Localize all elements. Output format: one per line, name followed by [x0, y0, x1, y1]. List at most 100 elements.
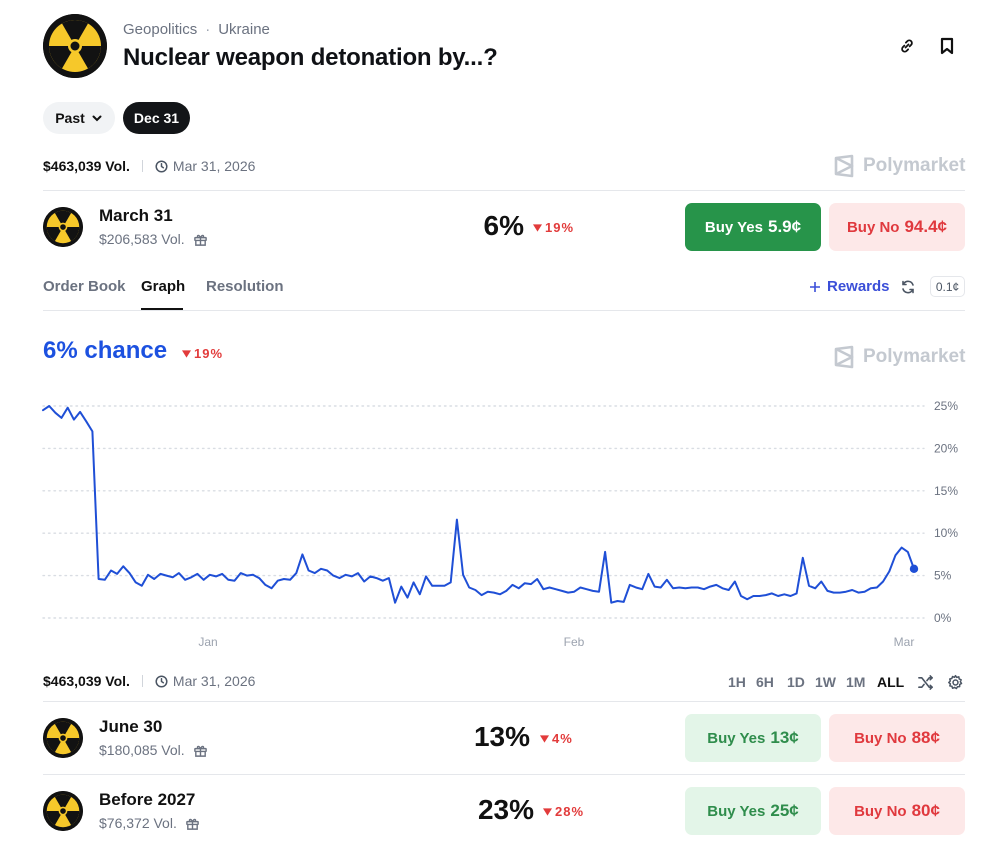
gift-icon[interactable] — [185, 816, 200, 831]
market-volume: $180,085 Vol. — [99, 742, 208, 758]
y-tick-label: 25% — [934, 399, 958, 413]
latest-point — [909, 564, 919, 574]
tab-resolution[interactable]: Resolution — [206, 278, 284, 295]
market-volume: $206,583 Vol. — [99, 231, 208, 247]
market-name[interactable]: Before 2027 — [99, 790, 196, 809]
divider — [43, 190, 965, 191]
page-title: Nuclear weapon detonation by...? — [123, 44, 498, 71]
percent-change-text: 19% — [545, 220, 575, 235]
percent-change-text: 4% — [552, 731, 573, 746]
buy-yes-price: 25¢ — [770, 801, 799, 820]
rewards-button[interactable]: Rewards — [809, 278, 890, 295]
chevron-down-icon — [92, 115, 102, 122]
date-pill-selected[interactable]: Dec 31 — [123, 102, 190, 134]
market-percent: 6% — [483, 210, 524, 241]
meta-divider — [141, 675, 143, 687]
y-tick-label: 20% — [934, 441, 958, 455]
buy-no-price: 80¢ — [911, 801, 940, 820]
market-name[interactable]: March 31 — [99, 206, 173, 225]
past-label: Past — [55, 110, 85, 126]
down-triangle-icon — [540, 734, 549, 743]
market-summary-bottom: $463,039 Vol. Mar 31, 2026 — [43, 673, 255, 689]
settings-gear-icon[interactable] — [947, 674, 964, 696]
buy-yes-button[interactable]: Buy Yes 13¢ — [685, 714, 821, 762]
divider — [43, 774, 965, 775]
bookmark-icon[interactable] — [935, 34, 959, 58]
market-percent: 13% — [473, 721, 530, 752]
tick-size-selector[interactable]: 0.1¢ — [930, 276, 965, 297]
gift-icon[interactable] — [193, 743, 208, 758]
breadcrumb: Geopolitics · Ukraine — [123, 21, 270, 38]
buy-no-button[interactable]: Buy No 94.4¢ — [829, 203, 965, 251]
timeframe-1h[interactable]: 1H — [728, 674, 746, 690]
series-line — [42, 405, 915, 604]
down-triangle-icon — [182, 349, 191, 358]
end-date-text: Mar 31, 2026 — [172, 673, 256, 689]
market-volume-text: $206,583 Vol. — [99, 231, 185, 247]
rewards-label: Rewards — [827, 278, 890, 295]
market-name[interactable]: June 30 — [99, 717, 163, 736]
buy-no-button[interactable]: Buy No 80¢ — [829, 787, 965, 835]
tab-order-book[interactable]: Order Book — [43, 278, 126, 295]
divider — [43, 310, 965, 311]
x-tick-label: Mar — [894, 635, 915, 649]
active-tab-indicator — [141, 308, 183, 310]
market-icon — [43, 791, 83, 831]
buy-yes-button[interactable]: Buy Yes 5.9¢ — [685, 203, 821, 251]
buy-yes-price: 5.9¢ — [768, 217, 802, 236]
market-volume-text: $180,085 Vol. — [99, 742, 185, 758]
breadcrumb-subcategory[interactable]: Ukraine — [218, 21, 270, 38]
past-dropdown[interactable]: Past — [43, 102, 115, 134]
buy-no-price: 88¢ — [911, 728, 940, 747]
buy-yes-price: 13¢ — [770, 728, 799, 747]
price-history-chart[interactable]: 25% 20% 15% 10% 5% 0% Jan Feb Mar — [0, 390, 1006, 655]
shuffle-icon[interactable] — [917, 674, 934, 696]
y-tick-label: 5% — [934, 569, 952, 583]
clock-icon — [155, 159, 168, 173]
breadcrumb-category[interactable]: Geopolitics — [123, 21, 198, 38]
timeframe-6h[interactable]: 6H — [756, 674, 774, 690]
buy-no-label: Buy No — [846, 218, 900, 236]
clock-icon — [155, 674, 168, 688]
percent-change: 4% — [540, 731, 573, 746]
brand-name: Polymarket — [863, 346, 966, 367]
timeframe-all[interactable]: ALL — [877, 674, 905, 690]
y-tick-label: 10% — [934, 526, 958, 540]
gift-icon[interactable] — [193, 232, 208, 247]
market-icon — [43, 718, 83, 758]
market-summary: $463,039 Vol. Mar 31, 2026 — [43, 158, 255, 174]
percent-change-text: 28% — [555, 804, 585, 819]
market-icon — [43, 207, 83, 247]
timeframe-1m[interactable]: 1M — [846, 674, 866, 690]
chance-headline: 6% chance — [43, 337, 168, 364]
end-date: Mar 31, 2026 — [155, 673, 256, 689]
buy-yes-label: Buy Yes — [704, 218, 763, 236]
tab-graph[interactable]: Graph — [141, 278, 186, 295]
market-icon — [43, 14, 107, 78]
chance-change: 19% — [182, 346, 223, 361]
total-volume: $463,039 Vol. — [43, 158, 130, 174]
x-tick-label: Jan — [198, 635, 217, 649]
brand-watermark: Polymarket — [833, 154, 965, 178]
brand-watermark: Polymarket — [833, 345, 965, 369]
market-percent: 23% — [477, 794, 534, 825]
x-tick-label: Feb — [564, 635, 585, 649]
market-volume: $76,372 Vol. — [99, 815, 200, 831]
timeframe-1d[interactable]: 1D — [787, 674, 805, 690]
refresh-icon[interactable] — [900, 279, 916, 300]
buy-yes-button[interactable]: Buy Yes 25¢ — [685, 787, 821, 835]
buy-yes-label: Buy Yes — [707, 802, 766, 820]
end-date-text: Mar 31, 2026 — [172, 158, 256, 174]
date-pill-label: Dec 31 — [133, 110, 180, 126]
plus-icon — [810, 281, 820, 292]
link-icon[interactable] — [895, 34, 919, 58]
breadcrumb-separator: · — [205, 21, 211, 38]
polymarket-logo-icon — [834, 154, 854, 178]
buy-no-button[interactable]: Buy No 88¢ — [829, 714, 965, 762]
timeframe-1w[interactable]: 1W — [815, 674, 836, 690]
percent-change: 28% — [543, 804, 584, 819]
buy-no-label: Buy No — [854, 729, 907, 747]
total-volume: $463,039 Vol. — [43, 673, 130, 689]
y-tick-label: 15% — [934, 484, 958, 498]
polymarket-logo-icon — [834, 345, 854, 369]
